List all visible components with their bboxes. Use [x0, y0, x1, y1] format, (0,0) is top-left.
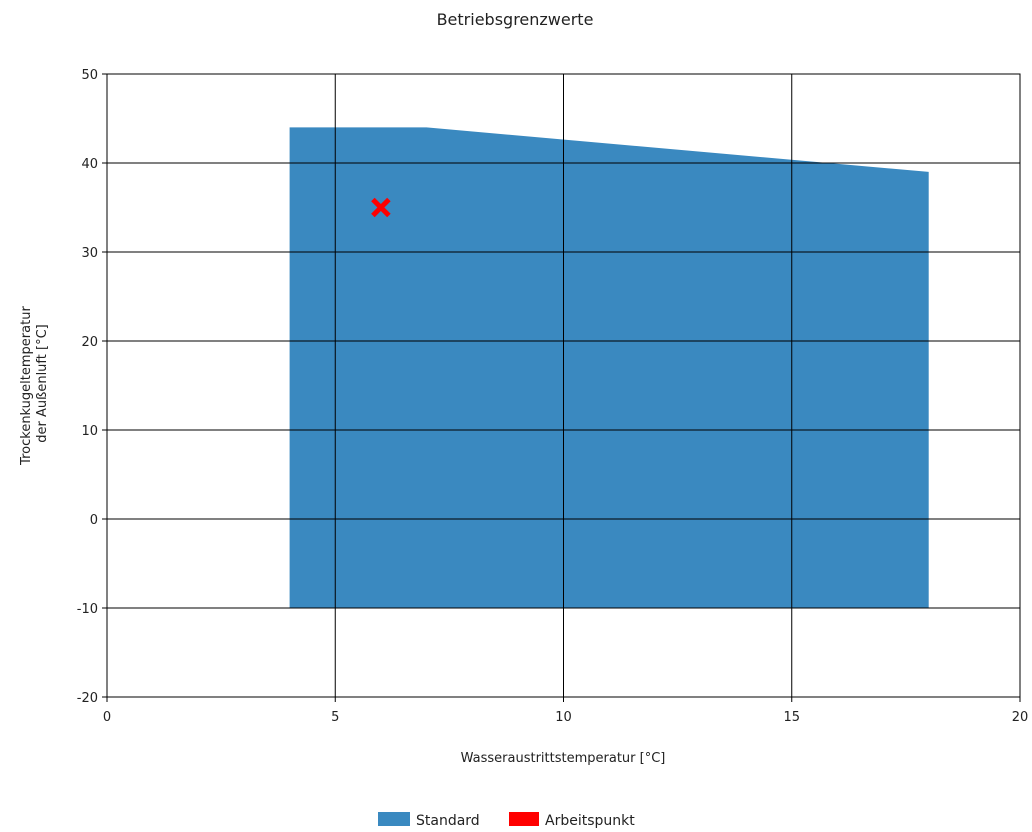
y-tick-label: 10	[81, 424, 98, 439]
plot-area	[106, 73, 1021, 698]
legend-swatch	[378, 812, 410, 826]
series-area-standard	[289, 127, 929, 609]
operating-point-stroke	[371, 197, 391, 218]
y-tick-label: 50	[81, 68, 98, 83]
x-tick-label: 5	[331, 710, 339, 725]
x-tick-label: 10	[555, 710, 572, 725]
x-tick-label: 0	[103, 710, 111, 725]
legend: Standard Arbeitspunkt	[378, 812, 635, 829]
legend-item-standard: Standard	[378, 812, 480, 829]
y-tick-label: 20	[81, 335, 98, 350]
y-tick-label: -20	[77, 691, 98, 706]
y-tick-label: 40	[81, 157, 98, 172]
y-axis-title-line-2: der Außenluft [°C]	[35, 324, 50, 442]
legend-item-arbeitspunkt: Arbeitspunkt	[509, 812, 635, 829]
operating-point-marker	[371, 197, 391, 218]
y-tick-label: -10	[77, 602, 98, 617]
x-tick-label: 15	[783, 710, 800, 725]
legend-swatch	[509, 812, 539, 826]
y-axis-ticks: -20 -10 0 10 20 30 40 50	[77, 68, 107, 706]
legend-label: Standard	[416, 813, 480, 829]
y-tick-label: 30	[81, 246, 98, 261]
x-tick-label: 20	[1012, 710, 1029, 725]
legend-label: Arbeitspunkt	[545, 813, 635, 829]
chart-title: Betriebsgrenzwerte	[437, 10, 594, 29]
x-axis-title: Wasseraustrittstemperatur [°C]	[461, 751, 666, 766]
y-tick-label: 0	[90, 513, 98, 528]
y-axis-title-line-1: Trockenkugeltemperatur	[19, 306, 34, 466]
y-axis-title: Trockenkugeltemperatur der Außenluft [°C…	[19, 302, 50, 466]
x-axis-ticks: 0 5 10 15 20	[103, 697, 1028, 725]
